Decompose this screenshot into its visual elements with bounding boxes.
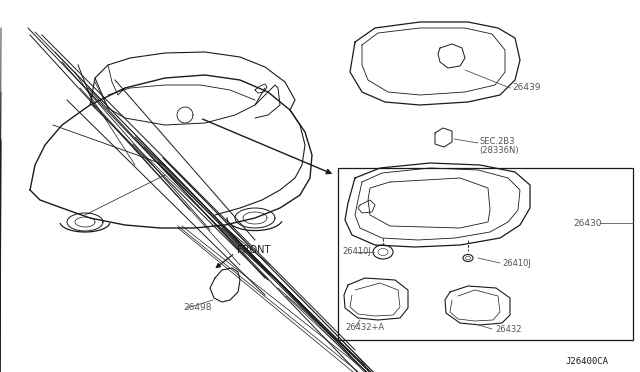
Text: 26432+A: 26432+A <box>345 324 384 333</box>
Bar <box>338 168 633 340</box>
Text: SEC.2B3: SEC.2B3 <box>479 137 515 145</box>
Text: FRONT: FRONT <box>237 245 270 255</box>
Text: 26439: 26439 <box>512 83 541 93</box>
Text: (28336N): (28336N) <box>479 145 518 154</box>
Text: 26432: 26432 <box>495 326 522 334</box>
Text: 26410J: 26410J <box>502 259 531 267</box>
Text: 26498: 26498 <box>183 304 211 312</box>
Text: 26410J: 26410J <box>342 247 371 257</box>
Text: J26400CA: J26400CA <box>565 357 608 366</box>
Text: 26430: 26430 <box>573 218 602 228</box>
